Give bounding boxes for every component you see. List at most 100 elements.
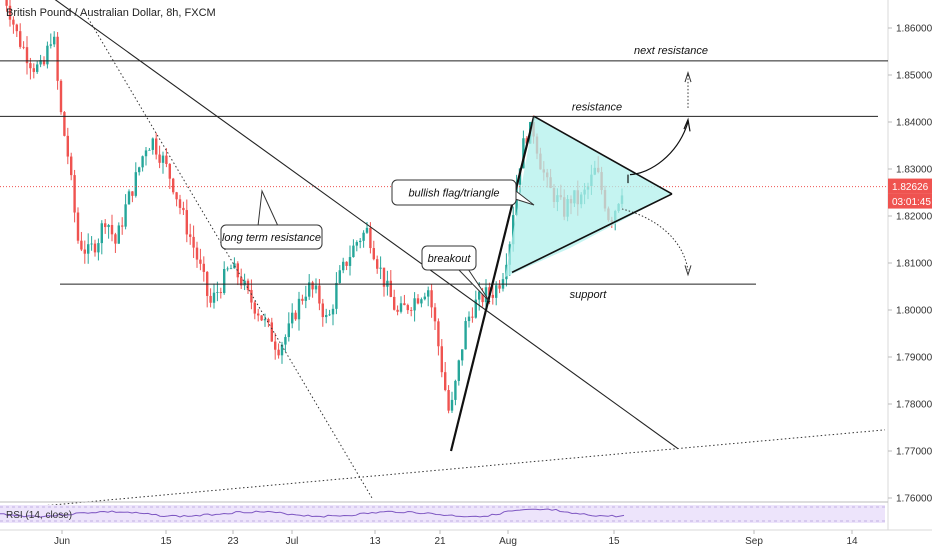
candle-up — [379, 267, 382, 269]
candle-up — [304, 296, 307, 301]
y-tick-label: 1.86000 — [896, 24, 932, 35]
candle-up — [328, 314, 331, 316]
candle-up — [365, 227, 369, 233]
candle-down — [195, 247, 199, 260]
candle-up — [325, 315, 328, 318]
candle-down — [19, 31, 22, 47]
price-tag-value: 1.82626 — [892, 182, 929, 193]
candle-down — [158, 154, 161, 163]
candle-down — [56, 36, 59, 81]
candle-down — [481, 291, 484, 303]
bullish-flag-callout-text: bullish flag/triangle — [408, 188, 499, 200]
candle-up — [308, 282, 311, 297]
candle-down — [175, 192, 178, 200]
candle-down — [498, 285, 501, 289]
candle-down — [25, 47, 29, 64]
candle-up — [478, 291, 481, 300]
trendlines — [0, 0, 888, 511]
candle-up — [287, 323, 290, 338]
candle-up — [464, 321, 467, 350]
candle-up — [161, 155, 165, 163]
candle-up — [97, 243, 100, 253]
candle-down — [321, 303, 324, 318]
candle-down — [410, 310, 413, 311]
candle-down — [178, 199, 182, 208]
y-tick-label: 1.82000 — [896, 212, 932, 223]
x-tick-label: Jun — [54, 536, 70, 547]
candle-down — [433, 307, 437, 322]
bullish-projection — [627, 121, 689, 184]
support-label: support — [570, 289, 608, 301]
candle-up — [117, 225, 120, 244]
candle-up — [141, 156, 144, 168]
y-tick-label: 1.77000 — [896, 447, 932, 458]
candle-up — [420, 299, 423, 304]
y-tick-label: 1.85000 — [896, 71, 932, 82]
candle-down — [93, 243, 97, 253]
candle-up — [512, 215, 515, 245]
candle-down — [396, 309, 399, 312]
candle-up — [423, 296, 426, 300]
candle-up — [291, 312, 294, 324]
candle-down — [447, 390, 450, 411]
candle-up — [484, 287, 488, 303]
y-tick-label: 1.78000 — [896, 400, 932, 411]
candle-up — [39, 60, 42, 65]
candle-down — [270, 322, 273, 342]
candle-down — [311, 282, 314, 290]
x-tick-label: 23 — [227, 536, 239, 547]
candle-up — [399, 303, 403, 312]
candle-down — [80, 240, 83, 250]
rsi-label: RSI (14, close) — [6, 510, 72, 521]
candle-down — [42, 60, 46, 65]
rsi-band — [0, 505, 885, 523]
candle-up — [454, 380, 457, 400]
candle-down — [182, 207, 185, 211]
candle-up — [229, 268, 233, 270]
y-tick-label: 1.80000 — [896, 306, 932, 317]
candle-down — [121, 225, 124, 227]
candle-up — [107, 225, 110, 228]
candle-up — [226, 268, 229, 270]
candle-up — [413, 298, 416, 311]
candle-down — [376, 259, 379, 269]
candle-down — [274, 341, 277, 350]
candle-down — [8, 5, 12, 20]
triangle-upper-line — [533, 115, 673, 195]
long-term-resistance-callout-text: long term resistance — [222, 232, 321, 244]
bearish-projection — [621, 208, 689, 271]
y-tick-label: 1.81000 — [896, 259, 932, 270]
candle-up — [284, 337, 287, 345]
candle-up — [297, 298, 301, 320]
candle-up — [348, 257, 352, 266]
candle-down — [257, 313, 260, 316]
candle-down — [267, 318, 270, 323]
candle-up — [53, 36, 56, 45]
candle-down — [189, 234, 192, 237]
candle-up — [427, 290, 430, 297]
long-term-resistance-callout-box — [220, 224, 323, 250]
candle-up — [362, 232, 365, 241]
candle-down — [199, 259, 202, 264]
rsi-pane[interactable]: RSI (14, close) — [0, 501, 888, 523]
candle-up — [151, 138, 154, 150]
candle-down — [63, 112, 66, 136]
candle-down — [382, 267, 386, 287]
x-tick-label: 21 — [434, 536, 446, 547]
candle-up — [124, 204, 127, 227]
x-tick-label: 13 — [369, 536, 381, 547]
candle-down — [165, 155, 168, 164]
time-axis[interactable]: Jun 15 23 Jul 13 21 Aug 15 Sep 14 — [54, 530, 858, 547]
candle-down — [172, 178, 175, 193]
candle-up — [127, 191, 131, 205]
candle-down — [369, 227, 372, 249]
candle-down — [83, 249, 86, 254]
candle-down — [32, 68, 35, 72]
candle-down — [155, 138, 158, 155]
candle-up — [314, 285, 318, 290]
triangle-lower-line — [511, 193, 673, 274]
price-axis[interactable]: 1.870001.860001.850001.840001.830001.820… — [888, 0, 932, 505]
x-tick-label: 15 — [608, 536, 620, 547]
candle-up — [474, 299, 477, 318]
